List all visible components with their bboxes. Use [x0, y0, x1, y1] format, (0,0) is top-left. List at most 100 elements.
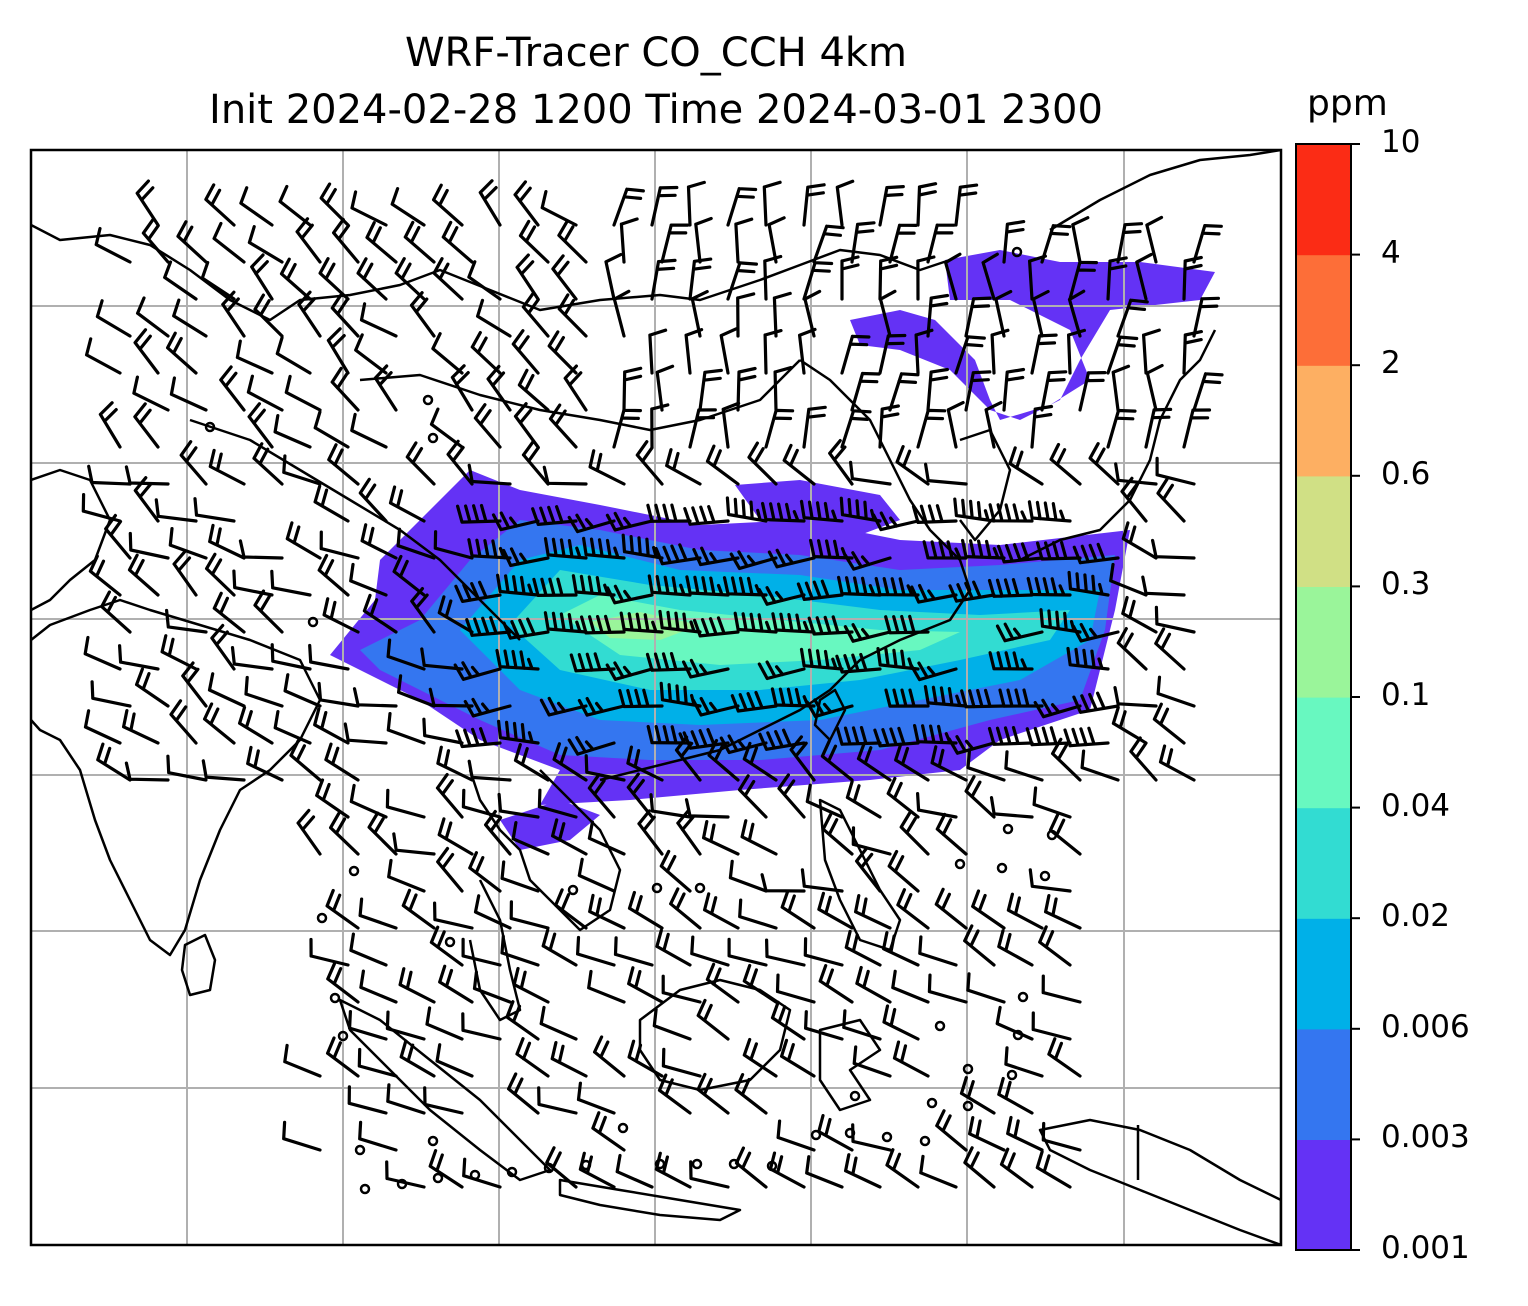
- wind-barb: [851, 1123, 892, 1152]
- wind-barb: [843, 623, 892, 643]
- wind-barb: [557, 293, 588, 338]
- wind-barb: [963, 1146, 996, 1189]
- wind-barb: [580, 614, 626, 635]
- wind-barb: [696, 998, 730, 1041]
- calm-wind-marker: [359, 1183, 371, 1195]
- wind-barb: [842, 1009, 882, 1041]
- calm-wind-marker: [337, 1030, 349, 1042]
- wind-barb: [818, 964, 854, 1004]
- wind-barb: [273, 710, 312, 745]
- wind-barb: [771, 612, 816, 634]
- wind-barb: [728, 859, 768, 893]
- wind-barb: [347, 1085, 388, 1115]
- wind-barb: [855, 965, 892, 1004]
- wind-barb: [463, 697, 512, 718]
- wind-barb: [172, 549, 198, 597]
- wind-barb: [789, 735, 816, 782]
- wind-barb: [176, 220, 208, 264]
- wind-barb: [850, 371, 881, 412]
- wind-barb: [770, 1000, 806, 1041]
- calm-wind-marker: [506, 1166, 518, 1178]
- calm-wind-marker: [329, 992, 341, 1004]
- wind-barb: [1033, 698, 1082, 719]
- wind-barb: [319, 530, 360, 560]
- wind-barb: [1154, 605, 1196, 634]
- wind-barb: [461, 1012, 502, 1041]
- calm-wind-marker: [962, 1063, 974, 1075]
- wind-barb: [571, 574, 616, 597]
- wind-barb: [1044, 894, 1082, 930]
- wind-barb: [461, 937, 502, 967]
- wind-barb: [923, 685, 968, 708]
- wind-barb: [502, 547, 550, 567]
- calm-wind-marker: [1006, 1069, 1018, 1081]
- wind-barb: [676, 808, 702, 856]
- map-frame: [29, 148, 1283, 1247]
- wind-barb: [757, 660, 806, 681]
- wind-barb: [507, 1072, 540, 1115]
- colorbar-tick-label: 2: [1381, 345, 1401, 382]
- wind-barb: [410, 587, 436, 634]
- coastline-korea: [959, 428, 1012, 542]
- wind-barb: [515, 1037, 550, 1078]
- wind-barb: [1182, 255, 1203, 301]
- wind-barb: [569, 652, 616, 673]
- wind-barb: [773, 366, 793, 412]
- wind-barb: [1041, 974, 1082, 1004]
- wind-barb: [854, 894, 892, 930]
- wind-barb: [135, 667, 170, 708]
- wind-barb: [548, 403, 578, 449]
- wind-barb: [892, 1040, 930, 1078]
- wind-barb: [1192, 296, 1220, 338]
- wind-barb: [495, 648, 540, 671]
- wind-barbs: [81, 179, 1224, 1195]
- wind-barb: [454, 580, 502, 603]
- wind-barb: [763, 329, 783, 375]
- wind-barb: [742, 963, 778, 1004]
- wind-barb: [984, 401, 1003, 449]
- wind-barb: [963, 924, 996, 967]
- wind-barb: [1030, 404, 1054, 449]
- wind-barb: [1192, 372, 1224, 412]
- wind-barb: [431, 332, 464, 375]
- wind-barb: [1008, 446, 1044, 486]
- wind-barb: [690, 935, 730, 967]
- wind-barb: [726, 261, 758, 301]
- wind-barb: [1027, 500, 1072, 523]
- wind-barb: [927, 973, 968, 1004]
- wind-barb: [725, 496, 768, 523]
- wind-barb: [618, 688, 664, 709]
- wind-barb: [981, 252, 999, 301]
- wind-barb: [282, 1120, 322, 1152]
- wind-barb: [349, 932, 388, 967]
- wind-barb: [1030, 333, 1058, 375]
- colorbar: [1295, 143, 1360, 1251]
- wind-barb: [828, 439, 854, 486]
- wind-barb: [542, 465, 588, 486]
- calm-wind-marker: [422, 394, 434, 406]
- wind-barb: [476, 298, 512, 338]
- wind-barb: [742, 741, 778, 782]
- wind-barb: [83, 635, 122, 671]
- wind-barb: [87, 464, 132, 486]
- wind-barb: [362, 593, 398, 634]
- colorbar-segment: [1296, 254, 1351, 366]
- wind-barb: [557, 219, 588, 264]
- wind-barb: [899, 811, 930, 856]
- wind-barb: [550, 1041, 588, 1078]
- border-himalaya: [189, 418, 521, 641]
- wind-barb: [456, 503, 502, 524]
- wind-barb: [805, 698, 854, 718]
- wind-barb: [688, 408, 717, 449]
- wind-barb: [247, 225, 284, 264]
- wind-barb: [1155, 456, 1196, 486]
- wind-barb: [500, 934, 540, 967]
- colorbar-segment: [1296, 475, 1351, 587]
- wind-barb: [247, 402, 274, 449]
- wind-barb: [275, 336, 312, 375]
- wind-barb: [289, 739, 322, 782]
- wind-barb: [309, 937, 350, 967]
- wind-barb: [1031, 289, 1050, 338]
- wind-barb: [491, 511, 540, 532]
- colorbar-segment: [1296, 1028, 1351, 1140]
